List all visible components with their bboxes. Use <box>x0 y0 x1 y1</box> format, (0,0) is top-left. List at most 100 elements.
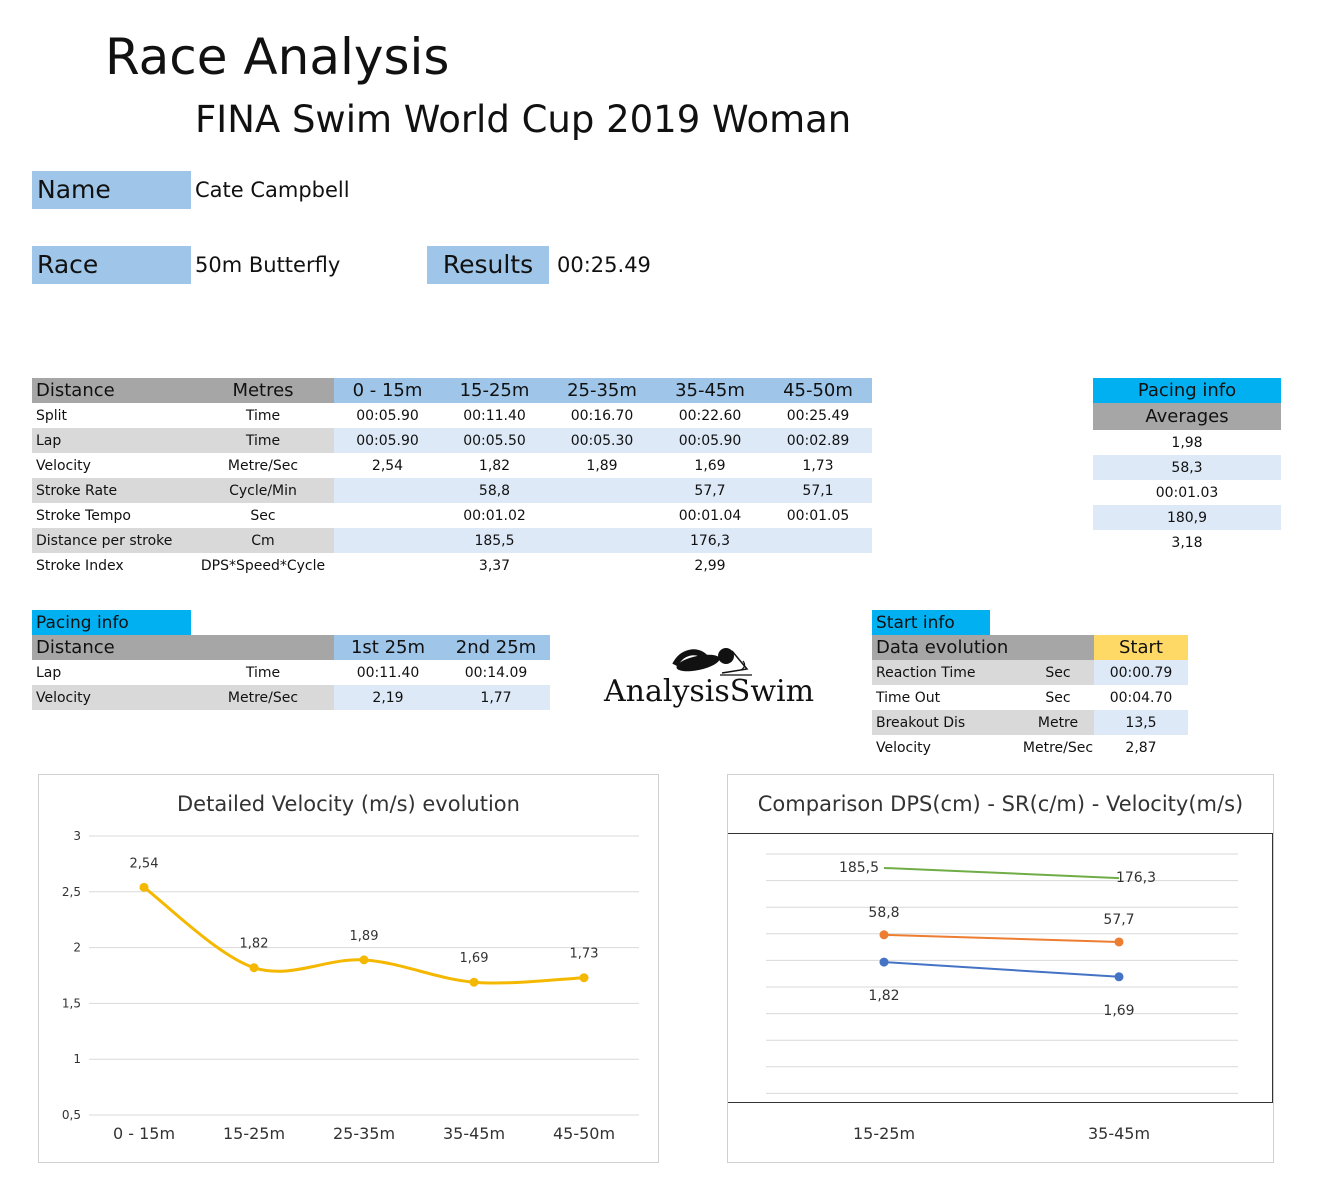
table-cell <box>334 478 441 503</box>
table-cell: 00:04.70 <box>1109 689 1173 706</box>
table-cell: 00:00.79 <box>1094 660 1188 685</box>
table-cell: Sec <box>1045 689 1071 706</box>
table-header-row: Distance 1st 25m 2nd 25m <box>32 635 550 660</box>
pacing-info-table: Distance 1st 25m 2nd 25m Lap Time 00:11.40 00:… <box>32 635 550 710</box>
table-cell <box>334 503 441 528</box>
data-point <box>139 882 149 892</box>
data-label: 58,8 <box>868 905 899 921</box>
race-value: 50m Butterfly <box>195 253 341 277</box>
header-cell: 15-25m <box>441 378 548 403</box>
table-cell: 57,7 <box>656 478 764 503</box>
x-tick-label: 15-25m <box>223 1124 285 1143</box>
y-tick-label: 2,5 <box>62 885 81 899</box>
header-cell: Start <box>1094 635 1188 660</box>
table-row: Velocity Metre/Sec 2,87 <box>872 735 1188 760</box>
table-cell: 176,3 <box>656 528 764 553</box>
table-cell: 00:22.60 <box>678 407 742 424</box>
table-cell: 00:01.05 <box>786 507 850 524</box>
table-row: Velocity Metre/Sec 2,54 1,82 1,89 1,69 1,73 <box>32 453 872 478</box>
data-point <box>469 977 479 987</box>
table-cell: 00:05.50 <box>441 428 548 453</box>
row-label: Distance per stroke <box>32 528 192 553</box>
table-cell <box>548 503 656 528</box>
name-value: Cate Campbell <box>195 178 350 202</box>
x-tick-label: 35-45m <box>1088 1124 1150 1143</box>
table-cell: Metre/Sec <box>192 685 334 710</box>
x-tick-label: 45-50m <box>553 1124 615 1143</box>
row-label: Lap <box>32 428 192 453</box>
table-cell: 1,73 <box>802 457 834 474</box>
page-title: Race Analysis <box>105 28 450 86</box>
data-point <box>249 963 259 973</box>
data-point <box>1114 972 1124 982</box>
logo-text: AnalysisSwim <box>604 674 815 709</box>
table-cell <box>764 528 872 553</box>
table-row: Reaction Time Sec 00:00.79 <box>872 660 1188 685</box>
table-cell: Metre <box>1022 710 1094 735</box>
table-cell: 00:05.90 <box>356 407 419 424</box>
x-tick-label: 15-25m <box>853 1124 915 1143</box>
row-unit: Time <box>192 428 334 453</box>
y-tick-label: 1 <box>73 1052 81 1066</box>
table-cell: Sec <box>1022 660 1094 685</box>
table-cell: Metre/Sec <box>1022 739 1094 756</box>
x-tick-label: 35-45m <box>443 1124 505 1143</box>
table-cell <box>548 553 656 578</box>
table-cell <box>764 553 872 578</box>
pacing-averages-title: Pacing info <box>1093 378 1281 403</box>
start-info-tag: Start info <box>872 610 990 635</box>
table-cell: 00:05.30 <box>548 428 656 453</box>
header-cell: Distance <box>32 635 192 660</box>
table-cell: 00:01.04 <box>678 507 742 524</box>
page-subtitle: FINA Swim World Cup 2019 Woman <box>195 98 852 141</box>
row-label: Split <box>36 407 68 424</box>
table-cell: 3,37 <box>478 557 511 574</box>
table-cell: 1,89 <box>586 457 618 474</box>
table-cell: Reaction Time <box>872 660 1022 685</box>
comparison-chart-title: Comparison DPS(cm) - SR(c/m) - Velocity(… <box>757 792 1244 816</box>
table-row: 58,3 <box>1093 455 1281 480</box>
row-unit: Metre/Sec <box>227 457 299 474</box>
table-cell: 00:16.70 <box>570 407 634 424</box>
data-point <box>359 955 369 965</box>
table-row: Time Out Sec 00:04.70 <box>872 685 1188 710</box>
swimmer-icon <box>672 648 752 676</box>
row-label: Velocity <box>36 457 91 474</box>
data-label: 1,82 <box>868 988 899 1004</box>
header-cell: Distance <box>32 378 192 403</box>
header-cell <box>192 635 334 660</box>
series-line-dps <box>883 866 1120 880</box>
header-cell: Metres <box>192 378 334 403</box>
y-tick-label: 3 <box>73 829 81 843</box>
table-cell: 00:01.02 <box>463 507 526 524</box>
table-cell: 1,82 <box>478 457 511 474</box>
average-cell: 00:01.03 <box>1155 484 1219 501</box>
table-cell: 00:05.90 <box>656 428 764 453</box>
row-label: Stroke Rate <box>32 478 192 503</box>
table-cell: Time <box>245 664 281 681</box>
y-tick-label: 0,5 <box>62 1108 81 1122</box>
pacing-info-tag: Pacing info <box>32 610 191 635</box>
results-label: Results <box>427 246 549 284</box>
table-cell: 2,99 <box>694 557 726 574</box>
header-cell: 35-45m <box>656 378 764 403</box>
table-cell: 00:25.49 <box>786 407 850 424</box>
header-cell: 0 - 15m <box>334 378 441 403</box>
row-unit: Cycle/Min <box>192 478 334 503</box>
table-cell: 13,5 <box>1094 710 1188 735</box>
table-row: 1,98 <box>1093 430 1281 455</box>
table-row: 180,9 <box>1093 505 1281 530</box>
table-cell: 2,54 <box>371 457 404 474</box>
table-cell: Lap <box>36 664 62 681</box>
table-row: Stroke Index DPS*Speed*Cycle 3,37 2,99 <box>32 553 872 578</box>
pacing-averages-subtitle: Averages <box>1093 403 1281 430</box>
table-row: Stroke Rate Cycle/Min 58,8 57,7 57,1 <box>32 478 872 503</box>
table-cell: 00:05.90 <box>334 428 441 453</box>
analysisswim-logo: AnalysisSwim <box>602 643 827 715</box>
header-cell: 25-35m <box>548 378 656 403</box>
average-cell: 3,18 <box>1171 534 1203 551</box>
race-label: Race <box>32 246 191 284</box>
name-label: Name <box>32 171 191 209</box>
table-row: Split Time 00:05.90 00:11.40 00:16.70 00:22.6… <box>32 403 872 428</box>
comparison-chart-plot: 15-25m 35-45m 185,5 176,3 58,8 57,7 1,82 1,69 <box>766 853 1238 1143</box>
